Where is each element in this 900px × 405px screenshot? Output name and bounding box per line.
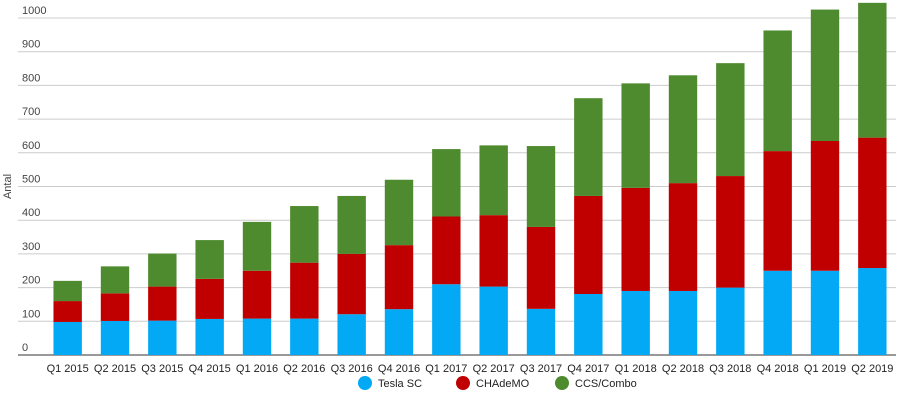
x-tick-label: Q3 2018 <box>709 363 751 375</box>
bar-segment-ccs-combo <box>716 63 745 177</box>
bar-segment-chademo <box>621 187 650 291</box>
bar-segment-ccs-combo <box>810 9 840 142</box>
y-axis-title: Antal <box>2 174 14 199</box>
x-tick-label: Q3 2016 <box>331 363 373 375</box>
bar-segment-tesla-sc <box>574 294 603 355</box>
bar-segment-ccs-combo <box>763 30 792 152</box>
bar-segment-tesla-sc <box>195 318 224 355</box>
bar-segment-chademo <box>242 270 272 319</box>
bar-segment-ccs-combo <box>574 98 603 196</box>
y-tick-label: 500 <box>22 174 40 186</box>
x-tick-label: Q1 2015 <box>47 363 89 375</box>
x-tick-label: Q1 2017 <box>425 363 467 375</box>
x-tick-label: Q1 2016 <box>236 363 278 375</box>
bar-segment-ccs-combo <box>290 206 319 263</box>
legend-swatch <box>555 376 569 390</box>
y-tick-label: 100 <box>22 308 40 320</box>
bar-segment-chademo <box>810 141 840 271</box>
bar-segment-ccs-combo <box>148 253 177 287</box>
bar-segment-tesla-sc <box>763 270 792 355</box>
legend-item-chademo: CHAdeMO <box>456 376 530 390</box>
bar-segment-tesla-sc <box>479 286 508 355</box>
legend-label: CCS/Combo <box>575 378 637 390</box>
bar-segment-tesla-sc <box>858 268 887 355</box>
bar-segment-tesla-sc <box>148 320 177 355</box>
x-tick-label: Q2 2015 <box>94 363 136 375</box>
y-tick-label: 1000 <box>22 5 46 17</box>
bar-segment-chademo <box>290 262 319 319</box>
x-tick-label: Q4 2015 <box>189 363 231 375</box>
bar-segment-chademo <box>384 245 414 310</box>
bar-segment-ccs-combo <box>479 145 508 216</box>
bar-segment-tesla-sc <box>100 320 130 355</box>
y-tick-label: 200 <box>22 275 40 287</box>
x-tick-label: Q3 2015 <box>141 363 183 375</box>
bar-segment-ccs-combo <box>668 75 698 184</box>
y-tick-label: 900 <box>22 39 40 51</box>
bar-segment-tesla-sc <box>290 318 319 355</box>
y-axis-ticks: 0 100 200 300 400 500 600 700 800 900 1000 <box>22 5 46 354</box>
y-tick-label: 300 <box>22 241 40 253</box>
y-tick-label: 400 <box>22 207 40 219</box>
bar-segment-chademo <box>195 278 224 319</box>
bar-segment-tesla-sc <box>526 308 556 355</box>
bar-segment-tesla-sc <box>337 314 366 355</box>
bar-segment-chademo <box>763 151 792 271</box>
y-tick-label: 800 <box>22 72 40 84</box>
bar-segment-ccs-combo <box>432 149 461 217</box>
bar-segment-tesla-sc <box>432 284 461 355</box>
bar-segment-chademo <box>53 301 82 322</box>
bar-segment-chademo <box>858 137 887 269</box>
legend-label: CHAdeMO <box>476 378 530 390</box>
x-tick-label: Q4 2017 <box>567 363 609 375</box>
bar-segment-tesla-sc <box>53 321 82 355</box>
bar-segment-ccs-combo <box>858 2 887 138</box>
bar-segment-chademo <box>716 176 745 288</box>
bar-segment-ccs-combo <box>337 195 366 254</box>
x-tick-label: Q2 2018 <box>662 363 704 375</box>
x-tick-label: Q2 2019 <box>851 363 893 375</box>
x-tick-label: Q2 2016 <box>283 363 325 375</box>
bar-segment-tesla-sc <box>384 309 414 355</box>
bar-segment-ccs-combo <box>195 240 224 279</box>
bar-segment-chademo <box>574 195 603 295</box>
bar-segment-chademo <box>432 216 461 285</box>
bar-segment-tesla-sc <box>668 290 698 355</box>
bar-segment-chademo <box>337 253 366 315</box>
x-tick-label: Q1 2019 <box>804 363 846 375</box>
bar-segment-ccs-combo <box>526 146 556 227</box>
bar-segment-tesla-sc <box>810 270 840 355</box>
bar-segment-chademo <box>526 226 556 309</box>
bar-segment-ccs-combo <box>100 266 130 294</box>
legend-label: Tesla SC <box>378 378 422 390</box>
x-tick-label: Q3 2017 <box>520 363 562 375</box>
bar-segment-chademo <box>479 215 508 287</box>
bar-segment-chademo <box>668 183 698 291</box>
bar-segment-chademo <box>100 293 130 321</box>
legend-swatch <box>358 376 372 390</box>
y-tick-label: 700 <box>22 106 40 118</box>
bar-segment-tesla-sc <box>621 290 650 355</box>
y-tick-label: 0 <box>22 342 28 354</box>
legend-item-tesla-sc: Tesla SC <box>358 376 422 390</box>
legend: Tesla SC CHAdeMO CCS/Combo <box>358 376 637 390</box>
x-axis-labels: Q1 2015 Q2 2015 Q3 2015 Q4 2015 Q1 2016 Q2 20… <box>47 363 894 375</box>
bar-segment-tesla-sc <box>242 318 272 355</box>
bar-segment-ccs-combo <box>384 179 414 246</box>
bar-segment-tesla-sc <box>716 287 745 355</box>
bar-segment-ccs-combo <box>242 221 272 271</box>
y-tick-label: 600 <box>22 140 40 152</box>
legend-item-ccs-combo: CCS/Combo <box>555 376 637 390</box>
bar-segment-ccs-combo <box>621 83 650 188</box>
x-tick-label: Q4 2018 <box>757 363 799 375</box>
x-tick-label: Q2 2017 <box>473 363 515 375</box>
x-tick-label: Q4 2016 <box>378 363 420 375</box>
bars <box>53 2 887 355</box>
bar-segment-chademo <box>148 286 177 321</box>
x-tick-label: Q1 2018 <box>615 363 657 375</box>
legend-swatch <box>456 376 470 390</box>
bar-segment-ccs-combo <box>53 280 82 302</box>
